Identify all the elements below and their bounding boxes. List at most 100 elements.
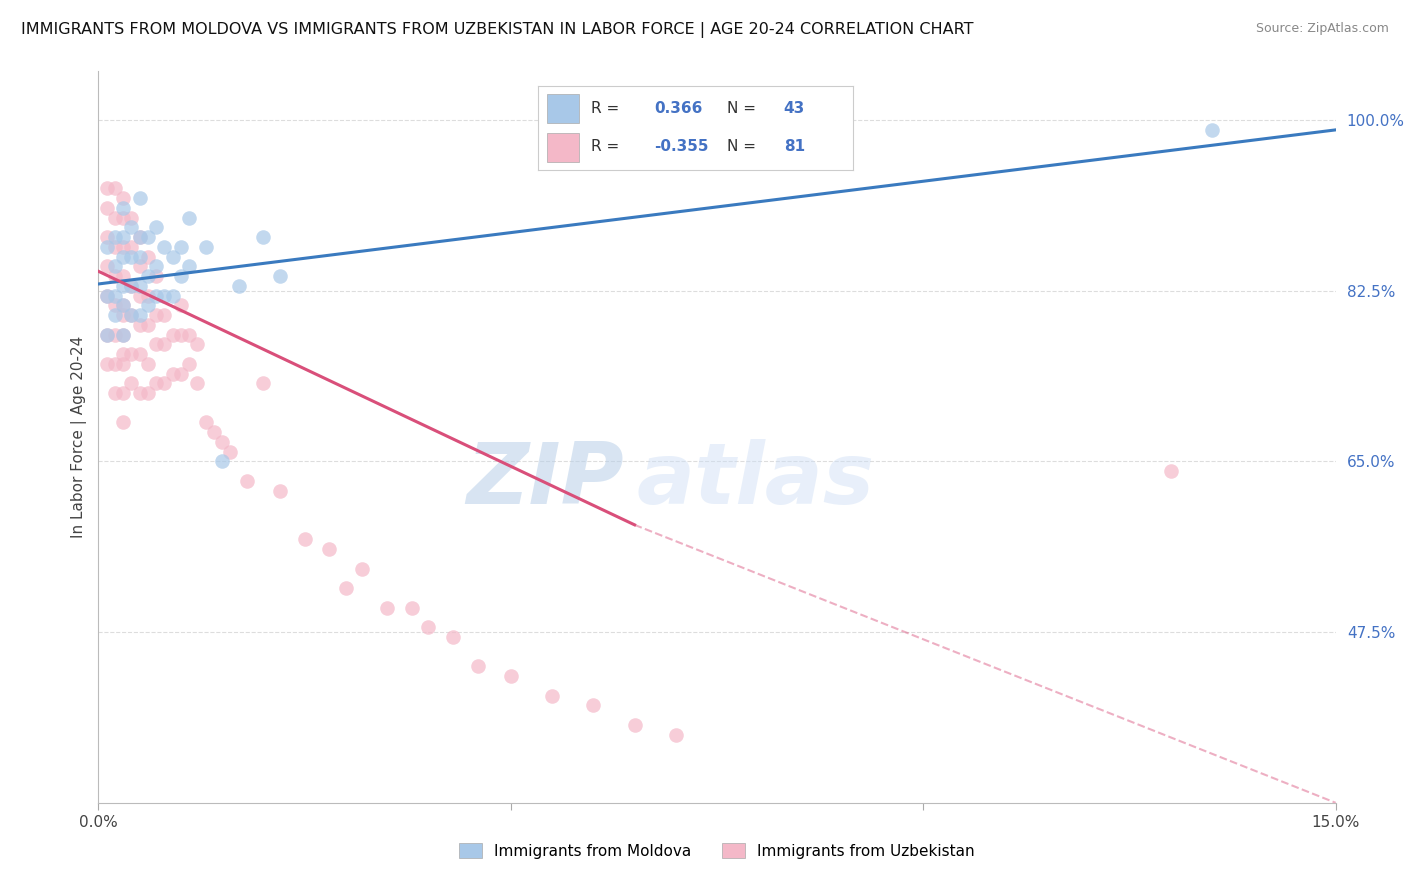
Point bbox=[128, 191, 150, 205]
Point bbox=[128, 318, 150, 332]
Point bbox=[269, 269, 291, 284]
Point bbox=[219, 444, 242, 458]
Point bbox=[153, 288, 176, 302]
Point bbox=[145, 308, 167, 322]
Point bbox=[228, 279, 250, 293]
Point bbox=[120, 250, 142, 264]
Point bbox=[96, 288, 118, 302]
Text: Source: ZipAtlas.com: Source: ZipAtlas.com bbox=[1256, 22, 1389, 36]
Point bbox=[120, 376, 142, 391]
Point bbox=[136, 386, 159, 401]
Point bbox=[170, 367, 193, 381]
Point bbox=[136, 269, 159, 284]
Point bbox=[128, 288, 150, 302]
Point bbox=[153, 308, 176, 322]
Point bbox=[170, 269, 193, 284]
Point bbox=[162, 250, 184, 264]
Point bbox=[789, 123, 811, 137]
Point bbox=[128, 250, 150, 264]
Point bbox=[441, 630, 464, 644]
Point bbox=[145, 337, 167, 351]
Point bbox=[112, 416, 135, 430]
Point bbox=[145, 376, 167, 391]
Text: ZIP: ZIP bbox=[467, 440, 624, 523]
Point bbox=[96, 260, 118, 274]
Point bbox=[112, 298, 135, 312]
Point bbox=[541, 689, 564, 703]
Point bbox=[104, 269, 127, 284]
Point bbox=[186, 376, 208, 391]
Point bbox=[96, 181, 118, 195]
Point bbox=[136, 250, 159, 264]
Point bbox=[96, 201, 118, 215]
Point bbox=[120, 308, 142, 322]
Point bbox=[112, 308, 135, 322]
Point bbox=[128, 279, 150, 293]
Point bbox=[401, 600, 423, 615]
Point bbox=[467, 659, 489, 673]
Point bbox=[112, 269, 135, 284]
Point bbox=[104, 260, 127, 274]
Point bbox=[120, 240, 142, 254]
Point bbox=[418, 620, 440, 634]
Point bbox=[136, 288, 159, 302]
Point bbox=[96, 288, 118, 302]
Point bbox=[153, 240, 176, 254]
Point bbox=[112, 327, 135, 342]
Point bbox=[112, 357, 135, 371]
Point bbox=[162, 367, 184, 381]
Point bbox=[194, 416, 217, 430]
Point bbox=[375, 600, 398, 615]
Point bbox=[120, 220, 142, 235]
Point bbox=[179, 260, 201, 274]
Point bbox=[104, 211, 127, 225]
Point bbox=[145, 260, 167, 274]
Point bbox=[318, 542, 340, 557]
Point bbox=[104, 298, 127, 312]
Point bbox=[120, 279, 142, 293]
Point bbox=[153, 376, 176, 391]
Point bbox=[112, 250, 135, 264]
Point bbox=[352, 562, 374, 576]
Point bbox=[202, 425, 225, 440]
Point bbox=[112, 201, 135, 215]
Point bbox=[104, 230, 127, 244]
Point bbox=[128, 308, 150, 322]
Point bbox=[120, 279, 142, 293]
Point bbox=[1201, 123, 1223, 137]
Point bbox=[179, 211, 201, 225]
Point bbox=[294, 533, 316, 547]
Point bbox=[153, 337, 176, 351]
Point bbox=[582, 698, 605, 713]
Point bbox=[236, 474, 259, 488]
Point bbox=[120, 211, 142, 225]
Point bbox=[96, 327, 118, 342]
Point bbox=[112, 230, 135, 244]
Point bbox=[104, 181, 127, 195]
Point bbox=[194, 240, 217, 254]
Point bbox=[112, 279, 135, 293]
Point bbox=[252, 230, 274, 244]
Point bbox=[128, 347, 150, 361]
Point bbox=[269, 483, 291, 498]
Point bbox=[96, 327, 118, 342]
Point bbox=[665, 727, 688, 741]
Point bbox=[112, 327, 135, 342]
Point bbox=[252, 376, 274, 391]
Point bbox=[96, 357, 118, 371]
Point bbox=[120, 308, 142, 322]
Point bbox=[128, 260, 150, 274]
Point bbox=[136, 298, 159, 312]
Point bbox=[104, 327, 127, 342]
Point bbox=[145, 269, 167, 284]
Point bbox=[170, 327, 193, 342]
Point bbox=[112, 298, 135, 312]
Text: IMMIGRANTS FROM MOLDOVA VS IMMIGRANTS FROM UZBEKISTAN IN LABOR FORCE | AGE 20-24: IMMIGRANTS FROM MOLDOVA VS IMMIGRANTS FR… bbox=[21, 22, 973, 38]
Point bbox=[211, 454, 233, 468]
Y-axis label: In Labor Force | Age 20-24: In Labor Force | Age 20-24 bbox=[72, 336, 87, 538]
Point bbox=[128, 386, 150, 401]
Point bbox=[128, 230, 150, 244]
Point bbox=[170, 298, 193, 312]
Point bbox=[170, 240, 193, 254]
Point bbox=[96, 240, 118, 254]
